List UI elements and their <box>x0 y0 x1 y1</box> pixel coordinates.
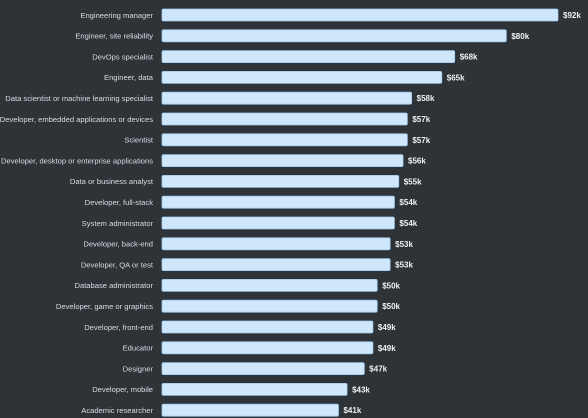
bar[interactable] <box>161 299 378 313</box>
bar[interactable] <box>161 8 559 22</box>
bar[interactable] <box>161 216 395 230</box>
value-label: $58k <box>417 94 435 103</box>
bar[interactable] <box>161 258 391 272</box>
value-label: $54k <box>399 198 417 207</box>
category-label: Developer, desktop or enterprise applica… <box>1 156 153 165</box>
bar[interactable] <box>161 403 339 417</box>
value-label: $80k <box>511 32 529 41</box>
value-label: $65k <box>447 73 465 82</box>
category-label: Engineer, data <box>104 73 154 82</box>
value-label: $49k <box>378 344 396 353</box>
category-label: Educator <box>123 344 154 353</box>
category-label: Scientist <box>124 136 154 145</box>
category-label: DevOps specialist <box>92 52 154 61</box>
category-label: Engineering manager <box>80 11 153 20</box>
bar[interactable] <box>161 195 395 209</box>
bar[interactable] <box>161 133 408 147</box>
value-label: $50k <box>382 281 400 290</box>
category-label: Developer, game or graphics <box>56 302 153 311</box>
category-label: Engineer, site reliability <box>75 32 153 41</box>
bar[interactable] <box>161 174 400 188</box>
category-label: Data scientist or machine learning speci… <box>5 94 154 103</box>
bar[interactable] <box>161 237 391 251</box>
bar[interactable] <box>161 362 365 376</box>
bar[interactable] <box>161 341 374 355</box>
bar[interactable] <box>161 154 404 168</box>
category-label: Developer, embedded applications or devi… <box>0 115 153 124</box>
category-label: Developer, mobile <box>92 385 153 394</box>
value-label: $68k <box>460 53 478 62</box>
value-label: $49k <box>378 323 396 332</box>
category-label: System administrator <box>82 219 154 228</box>
value-label: $57k <box>412 136 430 145</box>
bar[interactable] <box>161 29 507 43</box>
category-label: Database administrator <box>74 281 153 290</box>
value-label: $41k <box>343 406 361 415</box>
value-label: $47k <box>369 365 387 374</box>
category-label: Developer, full-stack <box>85 198 154 207</box>
bar[interactable] <box>161 382 348 396</box>
category-label: Data or business analyst <box>70 177 154 186</box>
bar[interactable] <box>161 91 413 105</box>
bar[interactable] <box>161 278 378 292</box>
value-label: $92k <box>563 11 581 20</box>
category-label: Academic researcher <box>81 406 153 415</box>
category-label: Developer, back-end <box>83 240 153 249</box>
value-label: $53k <box>395 261 413 270</box>
category-label: Developer, front-end <box>84 323 153 332</box>
value-label: $50k <box>382 302 400 311</box>
bar[interactable] <box>161 112 408 126</box>
bar[interactable] <box>161 50 456 63</box>
value-label: $54k <box>399 219 417 228</box>
value-label: $43k <box>352 385 370 394</box>
value-label: $53k <box>395 240 413 249</box>
category-label: Designer <box>123 364 154 373</box>
value-label: $56k <box>408 157 426 166</box>
bar[interactable] <box>161 320 374 334</box>
category-label: Developer, QA or test <box>81 260 154 269</box>
value-label: $55k <box>404 177 422 186</box>
bar[interactable] <box>161 71 443 84</box>
value-label: $57k <box>412 115 430 124</box>
